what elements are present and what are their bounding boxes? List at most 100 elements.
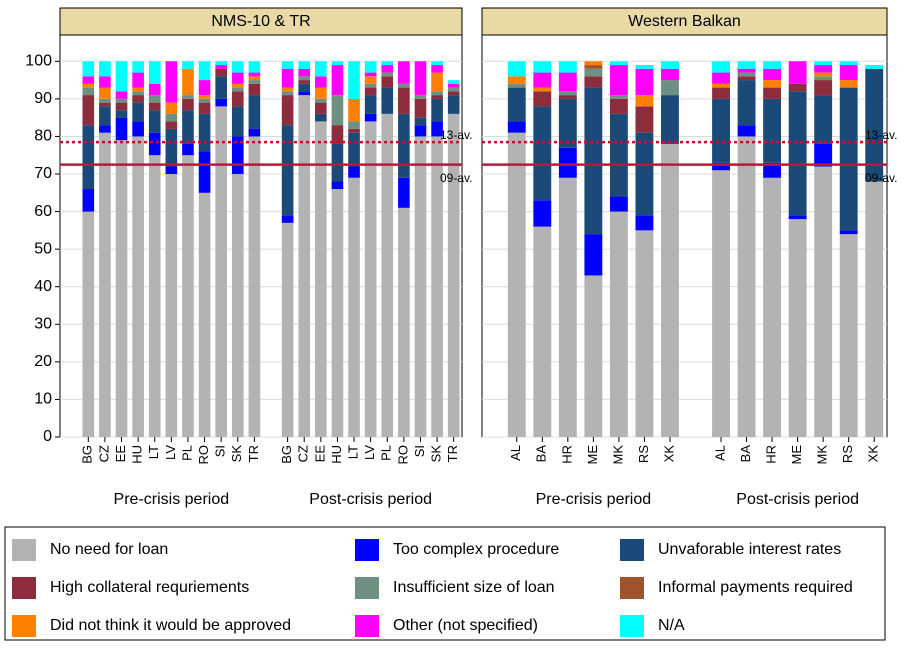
bar-segment	[712, 87, 730, 99]
x-tick-label: XK	[661, 445, 676, 463]
bar-segment	[248, 95, 261, 129]
bar-segment	[331, 65, 344, 96]
bar-segment	[839, 230, 858, 235]
bar-segment	[814, 72, 833, 77]
bar-segment	[839, 65, 858, 81]
bar-segment	[231, 174, 244, 437]
bar-segment	[132, 121, 144, 137]
bar-segment	[315, 121, 327, 437]
x-tick-label: BG	[279, 445, 294, 464]
bar-segment	[198, 98, 211, 103]
bar-segment	[381, 87, 394, 114]
panel-header	[59, 7, 463, 36]
bar-segment	[248, 80, 261, 84]
legend-box	[4, 526, 886, 641]
legend-swatch	[620, 615, 644, 637]
bar-segment	[182, 95, 194, 99]
x-tick-label: RO	[395, 445, 410, 465]
y-tick-label: 40	[34, 278, 52, 295]
bar-segment	[215, 61, 227, 66]
bar-segment	[635, 215, 654, 231]
bar-segment	[215, 106, 227, 437]
bar-segment	[507, 87, 526, 122]
bar-segment	[132, 72, 144, 88]
bar-segment	[635, 95, 654, 107]
bar-segment	[609, 211, 628, 437]
bar-segment	[298, 91, 311, 96]
bar-segment	[447, 80, 460, 84]
bar-segment	[82, 189, 95, 212]
bar-segment	[215, 98, 227, 107]
bar-segment	[788, 215, 807, 220]
bar-segment	[414, 117, 427, 126]
x-tick-label: HR	[764, 445, 779, 464]
y-tick-label: 50	[34, 240, 52, 257]
x-tick-label: RO	[196, 445, 211, 465]
bar-segment	[331, 189, 344, 437]
x-tick-label: LV	[163, 445, 178, 460]
bar-segment	[447, 87, 460, 92]
bar-segment	[364, 76, 377, 84]
x-tick-label: HR	[559, 445, 574, 464]
bar-segment	[839, 87, 858, 231]
bar-segment	[431, 136, 443, 437]
bar-segment	[331, 181, 344, 190]
bar-segment	[115, 140, 128, 437]
bar-segment	[839, 61, 858, 66]
bar-segment	[533, 87, 552, 92]
bar-segment	[364, 61, 377, 73]
bar-segment	[364, 95, 377, 114]
bar-segment	[298, 68, 311, 77]
bar-segment	[198, 113, 211, 152]
legend-swatch	[355, 615, 379, 637]
bar-segment	[431, 61, 443, 66]
bar-segment	[584, 87, 603, 235]
legend-swatch	[355, 539, 379, 561]
bar-segment	[231, 87, 244, 92]
bar-segment	[712, 170, 730, 438]
bar-segment	[82, 95, 95, 126]
bar-segment	[231, 61, 244, 73]
x-tick-label: BA	[534, 445, 549, 463]
x-tick-label: HU	[130, 445, 145, 464]
legend-label: Insufficient size of loan	[393, 579, 555, 596]
bar-segment	[348, 98, 360, 122]
bar-segment	[182, 68, 194, 96]
bar-segment	[814, 61, 833, 66]
bar-segment	[298, 95, 311, 437]
bar-segment	[381, 72, 394, 77]
bar-segment	[315, 76, 327, 88]
bar-segment	[331, 61, 344, 66]
bar-segment	[82, 76, 95, 84]
bar-segment	[414, 61, 427, 96]
bar-segment	[132, 102, 144, 122]
bar-segment	[814, 95, 833, 144]
bar-segment	[431, 98, 443, 122]
x-tick-label: HU	[329, 445, 344, 464]
bar-segment	[609, 98, 628, 114]
bar-segment	[414, 95, 427, 99]
bar-segment	[558, 61, 577, 73]
bar-segment	[132, 95, 144, 103]
bar-segment	[447, 95, 460, 114]
bar-segment	[198, 61, 211, 81]
bar-segment	[507, 83, 526, 88]
x-tick-label: RS	[840, 445, 855, 463]
bar-segment	[737, 68, 756, 73]
bar-segment	[331, 143, 344, 182]
bar-segment	[198, 192, 211, 437]
bar-segment	[788, 91, 807, 216]
bar-segment	[115, 102, 128, 111]
bar-segment	[447, 113, 460, 438]
bar-segment	[115, 110, 128, 118]
bar-segment	[414, 136, 427, 437]
bar-segment	[533, 106, 552, 201]
x-tick-label: PL	[379, 445, 394, 461]
bar-segment	[381, 113, 394, 438]
reference-label: 09-av.	[865, 171, 897, 185]
bar-segment	[364, 83, 377, 88]
bar-segment	[315, 61, 327, 77]
legend-label: No need for loan	[50, 541, 168, 558]
bar-segment	[398, 61, 410, 84]
bar-segment	[298, 83, 311, 92]
